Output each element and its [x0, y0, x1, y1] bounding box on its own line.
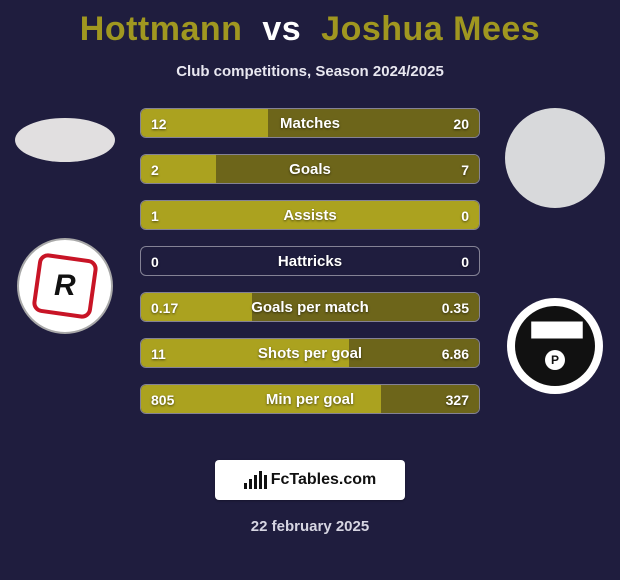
bar-rows: 1220Matches 27Goals 10Assists 00Hattricks 0.… — [140, 108, 480, 430]
subtitle: Club competitions, Season 2024/2025 — [0, 63, 620, 80]
brand-badge[interactable]: FcTables.com — [215, 460, 405, 500]
metric-label: Min per goal — [141, 385, 479, 414]
page-title: Hottmann vs Joshua Mees — [0, 0, 620, 49]
left-player-column: R — [5, 108, 125, 418]
right-club-letter: P — [545, 350, 565, 370]
left-club-badge: R — [31, 252, 99, 320]
bar-row: 27Goals — [140, 154, 480, 184]
player-right-name: Joshua Mees — [321, 10, 540, 48]
left-player-avatar — [15, 118, 115, 162]
right-club-logo: ▀▀▀ P — [507, 298, 603, 394]
player-left-name: Hottmann — [80, 10, 243, 48]
date-label: 22 february 2025 — [0, 518, 620, 535]
brand-bar — [254, 475, 257, 489]
brand-bar — [249, 479, 252, 489]
bar-row: 1220Matches — [140, 108, 480, 138]
brand-bars-icon — [244, 471, 267, 489]
right-player-column: ▀▀▀ P — [495, 108, 615, 418]
metric-label: Matches — [141, 109, 479, 138]
bar-row: 116.86Shots per goal — [140, 338, 480, 368]
metric-label: Shots per goal — [141, 339, 479, 368]
metric-label: Assists — [141, 201, 479, 230]
bar-row: 805327Min per goal — [140, 384, 480, 414]
metric-label: Goals — [141, 155, 479, 184]
bar-row: 00Hattricks — [140, 246, 480, 276]
bar-row: 0.170.35Goals per match — [140, 292, 480, 322]
brand-bar — [244, 483, 247, 489]
comparison-chart: R ▀▀▀ P 1220Matches 27Goals 10Assists 00Hat… — [0, 108, 620, 438]
right-player-avatar — [505, 108, 605, 208]
vs-word: vs — [262, 10, 301, 48]
metric-label: Hattricks — [141, 247, 479, 276]
bar-row: 10Assists — [140, 200, 480, 230]
brand-bar — [259, 471, 262, 489]
brand-bar — [264, 475, 267, 489]
brand-text: FcTables.com — [271, 471, 377, 489]
left-club-logo: R — [17, 238, 113, 334]
metric-label: Goals per match — [141, 293, 479, 322]
right-club-badge: ▀▀▀ P — [515, 306, 595, 386]
left-club-letter: R — [54, 269, 76, 303]
